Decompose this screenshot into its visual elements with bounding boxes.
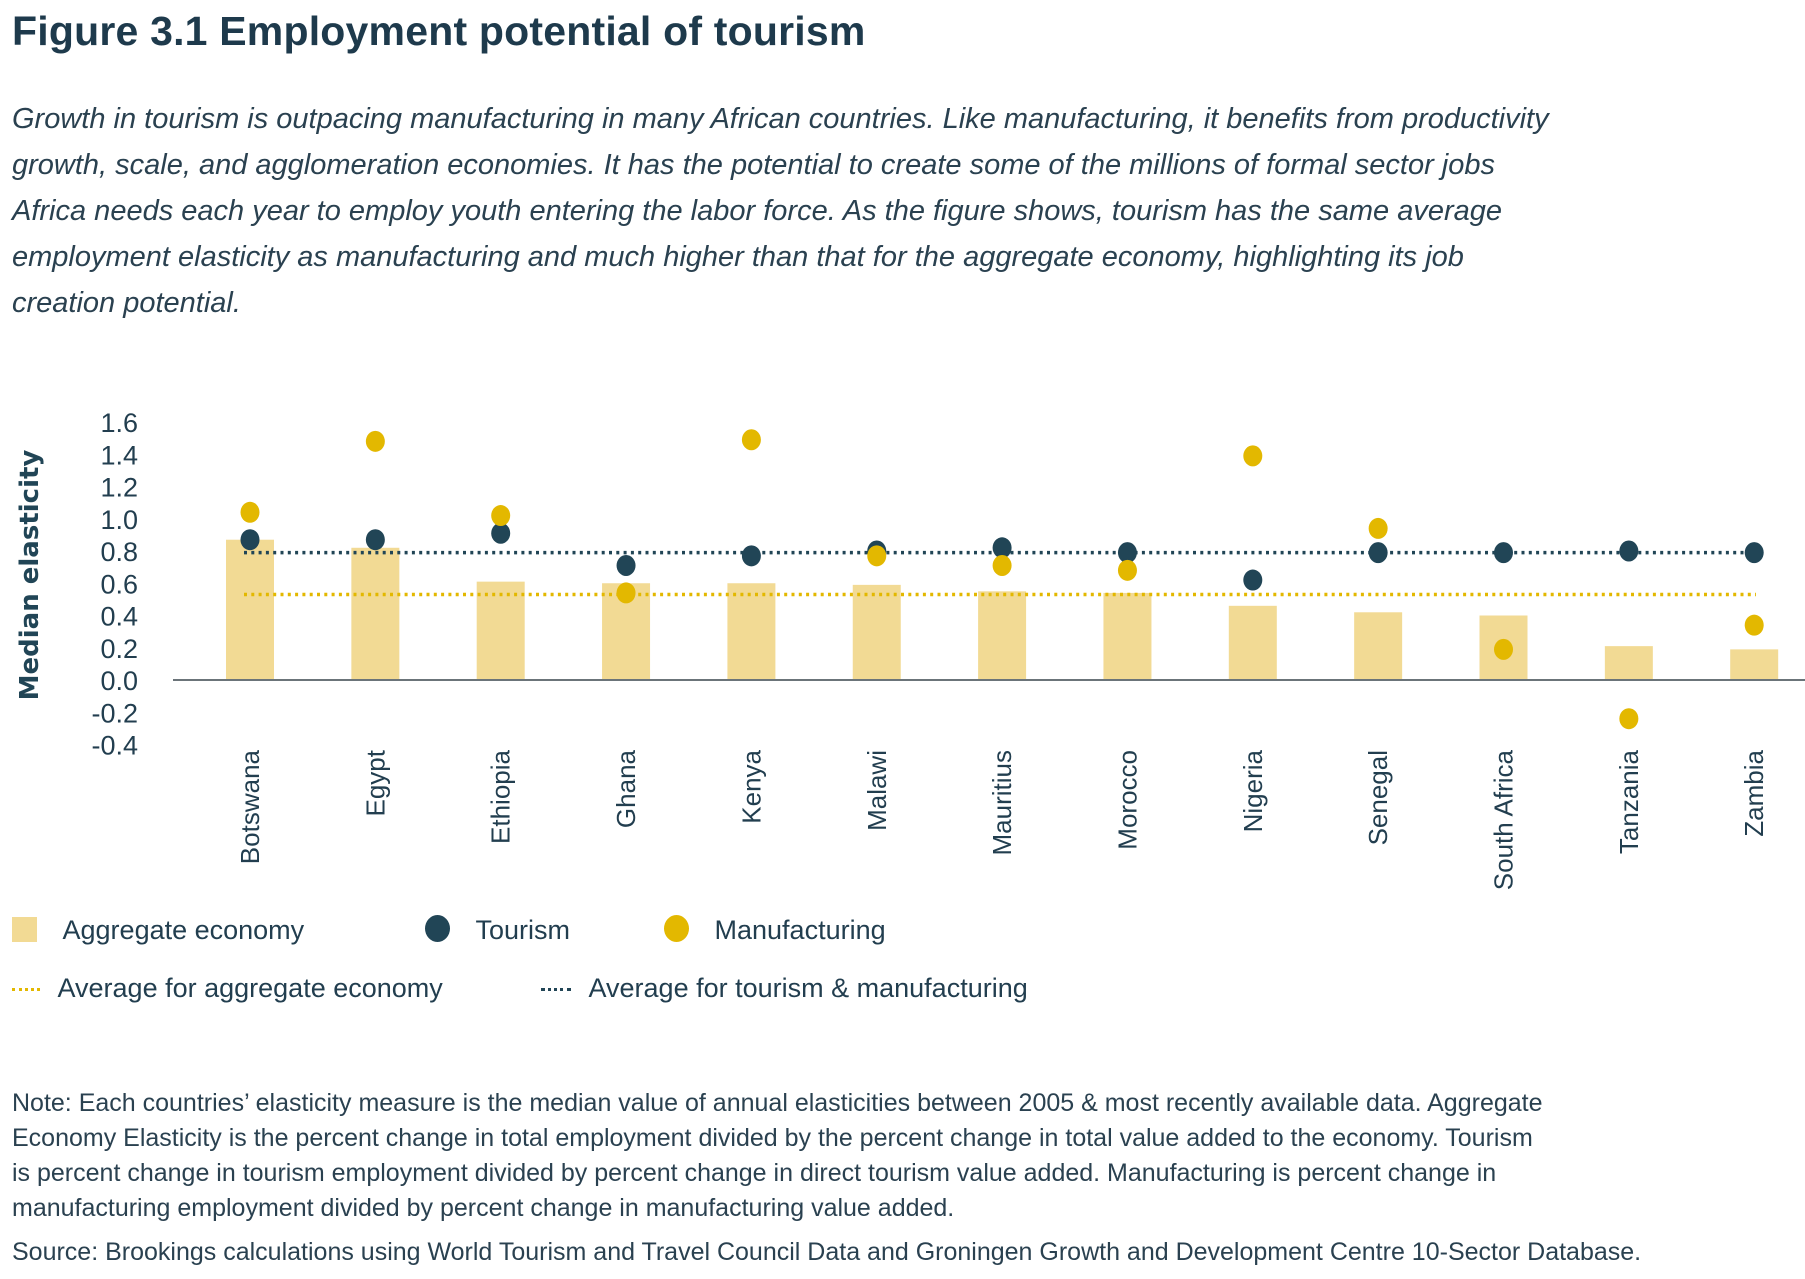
dot-icon xyxy=(664,915,689,942)
figure-subtitle: Growth in tourism is outpacing manufactu… xyxy=(12,96,1549,326)
dot-manufacturing xyxy=(365,430,385,452)
category-label: Mauritius xyxy=(987,750,1017,855)
y-tick-label: 1.0 xyxy=(100,505,138,535)
y-tick-label: 1.6 xyxy=(100,408,138,438)
note-line: Note: Each countries’ elasticity measure… xyxy=(12,1089,1543,1117)
bar-aggregate-economy xyxy=(1228,605,1277,680)
legend-item-manufacturing: Manufacturing xyxy=(664,915,886,946)
y-axis-label: Median elasticity xyxy=(15,450,45,701)
y-tick-label: 1.4 xyxy=(100,440,138,470)
legend-label: Aggregate economy xyxy=(62,915,305,945)
bar-aggregate-economy xyxy=(852,584,901,680)
dot-tourism xyxy=(1117,542,1137,564)
bar-aggregate-economy xyxy=(476,581,525,680)
y-tick-label: 0.0 xyxy=(100,666,138,696)
dot-manufacturing xyxy=(741,429,761,451)
category-label: Senegal xyxy=(1363,750,1393,845)
legend-item-tourism: Tourism xyxy=(425,915,570,946)
dot-tourism xyxy=(491,522,511,544)
dot-manufacturing xyxy=(1243,445,1263,467)
dot-manufacturing xyxy=(992,555,1012,577)
bar-aggregate-economy xyxy=(1730,649,1779,680)
dot-manufacturing xyxy=(1368,517,1388,539)
category-label: Botswana xyxy=(235,749,265,864)
bar-swatch-icon xyxy=(12,917,37,942)
bar-aggregate-economy xyxy=(351,547,400,680)
y-tick-label: 0.6 xyxy=(100,569,138,599)
dot-tourism xyxy=(1619,540,1639,562)
note-line: manufacturing employment divided by perc… xyxy=(12,1194,955,1222)
bar-aggregate-economy xyxy=(1604,646,1653,680)
category-label: Tanzania xyxy=(1614,749,1644,854)
dot-tourism xyxy=(1368,542,1388,564)
category-label: South Africa xyxy=(1489,749,1519,890)
dot-tourism xyxy=(992,537,1012,559)
legend-label: Tourism xyxy=(475,915,571,945)
category-label: Morocco xyxy=(1112,750,1142,850)
category-label: Ghana xyxy=(611,749,641,828)
bar-aggregate-economy xyxy=(727,583,776,680)
note-line: is percent change in tourism employment … xyxy=(12,1159,1497,1187)
dot-manufacturing xyxy=(1494,638,1513,660)
dot-tourism xyxy=(1243,569,1263,591)
dotted-line-icon xyxy=(541,988,571,991)
dot-tourism xyxy=(365,529,385,551)
bar-aggregate-economy xyxy=(1354,612,1403,680)
note-line: Economy Elasticity is the percent change… xyxy=(12,1124,1533,1152)
dot-icon xyxy=(425,915,450,942)
y-tick-label: -0.2 xyxy=(91,698,138,728)
legend-label: Average for tourism & manufacturing xyxy=(588,973,1028,1003)
dot-manufacturing xyxy=(240,501,260,523)
category-label: Ethiopia xyxy=(486,749,516,843)
legend-item-aggregate: Aggregate economy xyxy=(12,915,304,946)
figure-note: Note: Each countries’ elasticity measure… xyxy=(12,1086,1543,1226)
dot-manufacturing xyxy=(867,545,887,567)
legend-label: Average for aggregate economy xyxy=(57,973,443,1003)
subtitle-line: Africa needs each year to employ youth e… xyxy=(12,195,1503,227)
bar-aggregate-economy xyxy=(978,591,1027,680)
legend-item-avg-tourism-manufacturing: Average for tourism & manufacturing xyxy=(541,973,1028,1004)
dot-tourism xyxy=(240,529,260,551)
subtitle-line: Growth in tourism is outpacing manufactu… xyxy=(12,103,1549,135)
category-label: Nigeria xyxy=(1238,749,1268,832)
dot-tourism xyxy=(1494,542,1513,564)
category-label: Egypt xyxy=(360,749,390,816)
dot-tourism xyxy=(1744,542,1764,564)
dot-manufacturing xyxy=(1619,708,1639,730)
category-label: Zambia xyxy=(1739,749,1769,836)
dot-manufacturing xyxy=(616,582,636,604)
y-tick-label: 0.2 xyxy=(100,634,138,664)
category-label: Kenya xyxy=(736,749,766,823)
elasticity-chart: Median elasticity1.61.41.21.00.80.60.40.… xyxy=(15,408,1805,890)
figure-source: Source: Brookings calculations using Wor… xyxy=(12,1238,1642,1266)
y-tick-label: 0.8 xyxy=(100,537,138,567)
legend-label: Manufacturing xyxy=(714,915,886,945)
subtitle-line: employment elasticity as manufacturing a… xyxy=(12,241,1464,273)
dotted-line-icon xyxy=(12,988,40,991)
category-label: Malawi xyxy=(862,750,892,831)
subtitle-line: creation potential. xyxy=(12,287,241,319)
bar-aggregate-economy xyxy=(1103,592,1152,680)
legend-item-avg-aggregate: Average for aggregate economy xyxy=(12,973,443,1004)
y-tick-label: 0.4 xyxy=(100,602,138,632)
dot-manufacturing xyxy=(491,505,511,527)
y-tick-label: -0.4 xyxy=(91,731,138,761)
dot-tourism xyxy=(616,555,636,577)
dot-tourism xyxy=(741,545,761,567)
figure-title: Figure 3.1 Employment potential of touri… xyxy=(12,8,866,54)
y-tick-label: 1.2 xyxy=(100,473,138,503)
dot-manufacturing xyxy=(1117,559,1137,581)
dot-manufacturing xyxy=(1744,614,1764,636)
bar-aggregate-economy xyxy=(226,539,274,680)
subtitle-line: growth, scale, and agglomeration economi… xyxy=(12,149,1495,181)
